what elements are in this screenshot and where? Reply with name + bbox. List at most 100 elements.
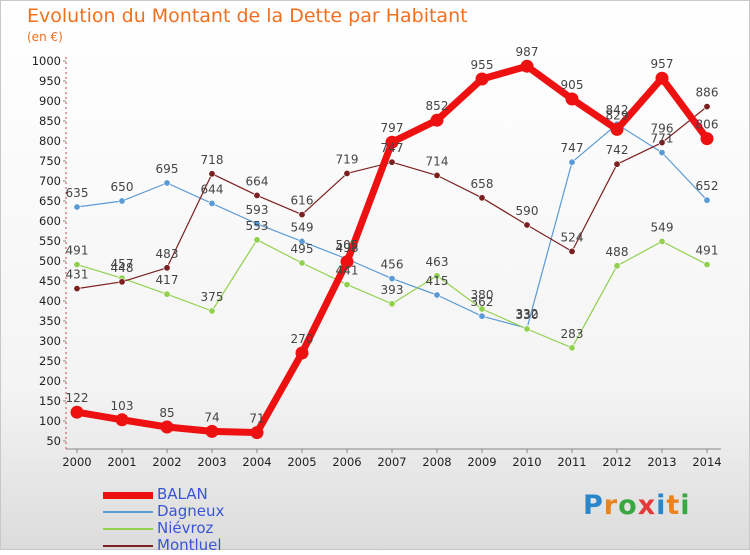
data-point-nievroz	[523, 325, 531, 333]
x-tick-label: 2001	[107, 455, 136, 469]
data-label-dagneux: 695	[156, 162, 179, 176]
data-point-montluel	[523, 221, 531, 229]
data-label-balan: 905	[561, 78, 584, 92]
data-label-balan: 270	[291, 332, 314, 346]
legend-swatch-montluel	[103, 545, 153, 547]
y-tick-label: 750	[39, 154, 61, 168]
data-label-nievroz: 441	[336, 264, 359, 278]
data-label-dagneux: 549	[291, 220, 314, 234]
data-label-nievroz: 283	[561, 327, 584, 341]
data-label-montluel: 448	[111, 261, 134, 275]
logo-letter: P	[583, 490, 604, 521]
data-label-nievroz: 463	[426, 255, 449, 269]
y-tick-label: 550	[39, 234, 61, 248]
y-tick-label: 450	[39, 274, 61, 288]
data-point-dagneux	[658, 149, 666, 157]
data-point-nievroz	[658, 237, 666, 245]
data-label-balan: 498	[336, 241, 359, 255]
y-tick-label: 50	[46, 434, 61, 448]
data-label-montluel: 590	[516, 204, 539, 218]
y-tick-label: 400	[39, 294, 61, 308]
y-tick-label: 950	[39, 74, 61, 88]
data-point-montluel	[658, 139, 666, 147]
x-tick-label: 2011	[557, 455, 586, 469]
data-point-dagneux	[163, 179, 171, 187]
data-point-dagneux	[73, 203, 81, 211]
data-point-balan	[295, 346, 309, 360]
data-label-montluel: 658	[471, 177, 494, 191]
data-point-nievroz	[388, 300, 396, 308]
x-tick-label: 2007	[377, 455, 406, 469]
data-label-balan: 103	[111, 399, 134, 413]
y-tick-label: 900	[39, 94, 61, 108]
y-tick-label: 500	[39, 254, 61, 268]
data-point-montluel	[613, 160, 621, 168]
data-label-montluel: 719	[336, 152, 359, 166]
logo-letter: i	[656, 490, 667, 521]
data-point-nievroz	[208, 307, 216, 315]
data-point-dagneux	[703, 196, 711, 204]
data-point-balan	[385, 135, 399, 149]
y-tick-label: 350	[39, 314, 61, 328]
data-label-nievroz: 330	[516, 308, 539, 322]
x-tick-label: 2012	[602, 455, 631, 469]
data-point-balan	[205, 424, 219, 438]
data-point-dagneux	[118, 197, 126, 205]
logo-letter: i	[680, 490, 691, 521]
data-label-balan: 85	[159, 406, 174, 420]
data-label-dagneux: 635	[66, 186, 89, 200]
data-point-montluel	[478, 194, 486, 202]
x-tick-label: 2013	[647, 455, 676, 469]
series-lines	[70, 59, 714, 440]
data-label-nievroz: 495	[291, 242, 314, 256]
data-label-balan: 852	[426, 99, 449, 113]
chart-axes: 50 100 150 200 250 300 350 400 450 500 550 600 650 70…	[32, 54, 722, 469]
data-label-dagneux: 456	[381, 258, 404, 272]
data-point-nievroz	[703, 261, 711, 269]
data-point-montluel	[163, 264, 171, 272]
data-point-balan	[340, 255, 354, 269]
data-label-nievroz: 417	[156, 273, 179, 287]
data-label-nievroz: 457	[111, 257, 134, 271]
data-label-montluel: 483	[156, 247, 179, 261]
x-tick-label: 2014	[692, 455, 721, 469]
data-point-balan	[565, 92, 579, 106]
y-tick-label: 100	[39, 414, 61, 428]
data-label-dagneux: 593	[246, 203, 269, 217]
data-point-montluel	[73, 285, 81, 293]
data-point-montluel	[118, 278, 126, 286]
data-point-balan	[115, 413, 129, 427]
chart-unit-label: (en €)	[27, 30, 63, 44]
proxiti-logo: Proxiti	[583, 490, 691, 521]
y-tick-label: 250	[39, 354, 61, 368]
data-label-dagneux: 650	[111, 180, 134, 194]
data-point-nievroz	[163, 290, 171, 298]
data-label-balan: 122	[66, 391, 89, 405]
data-label-dagneux: 842	[606, 103, 629, 117]
data-label-dagneux: 415	[426, 274, 449, 288]
chart-title: Evolution du Montant de la Dette par Hab…	[27, 5, 468, 27]
data-label-balan: 806	[696, 118, 719, 132]
data-label-dagneux: 505	[336, 238, 359, 252]
legend-label-balan: BALAN	[157, 485, 208, 503]
data-point-dagneux	[433, 291, 441, 299]
data-label-montluel: 616	[291, 194, 314, 208]
data-label-dagneux: 644	[201, 182, 224, 196]
data-label-balan: 955	[471, 58, 494, 72]
data-label-nievroz: 380	[471, 288, 494, 302]
data-point-montluel	[568, 247, 576, 255]
y-tick-label: 200	[39, 374, 61, 388]
data-label-montluel: 524	[561, 230, 584, 244]
data-point-balan	[475, 72, 489, 86]
data-point-montluel	[343, 169, 351, 177]
x-tick-label: 2003	[197, 455, 226, 469]
data-point-montluel	[433, 171, 441, 179]
data-point-balan	[655, 71, 669, 85]
data-label-balan: 957	[651, 57, 674, 71]
data-label-montluel: 718	[201, 153, 224, 167]
data-point-dagneux	[298, 237, 306, 245]
y-tick-label: 600	[39, 214, 61, 228]
y-tick-label: 650	[39, 194, 61, 208]
data-point-montluel	[388, 158, 396, 166]
